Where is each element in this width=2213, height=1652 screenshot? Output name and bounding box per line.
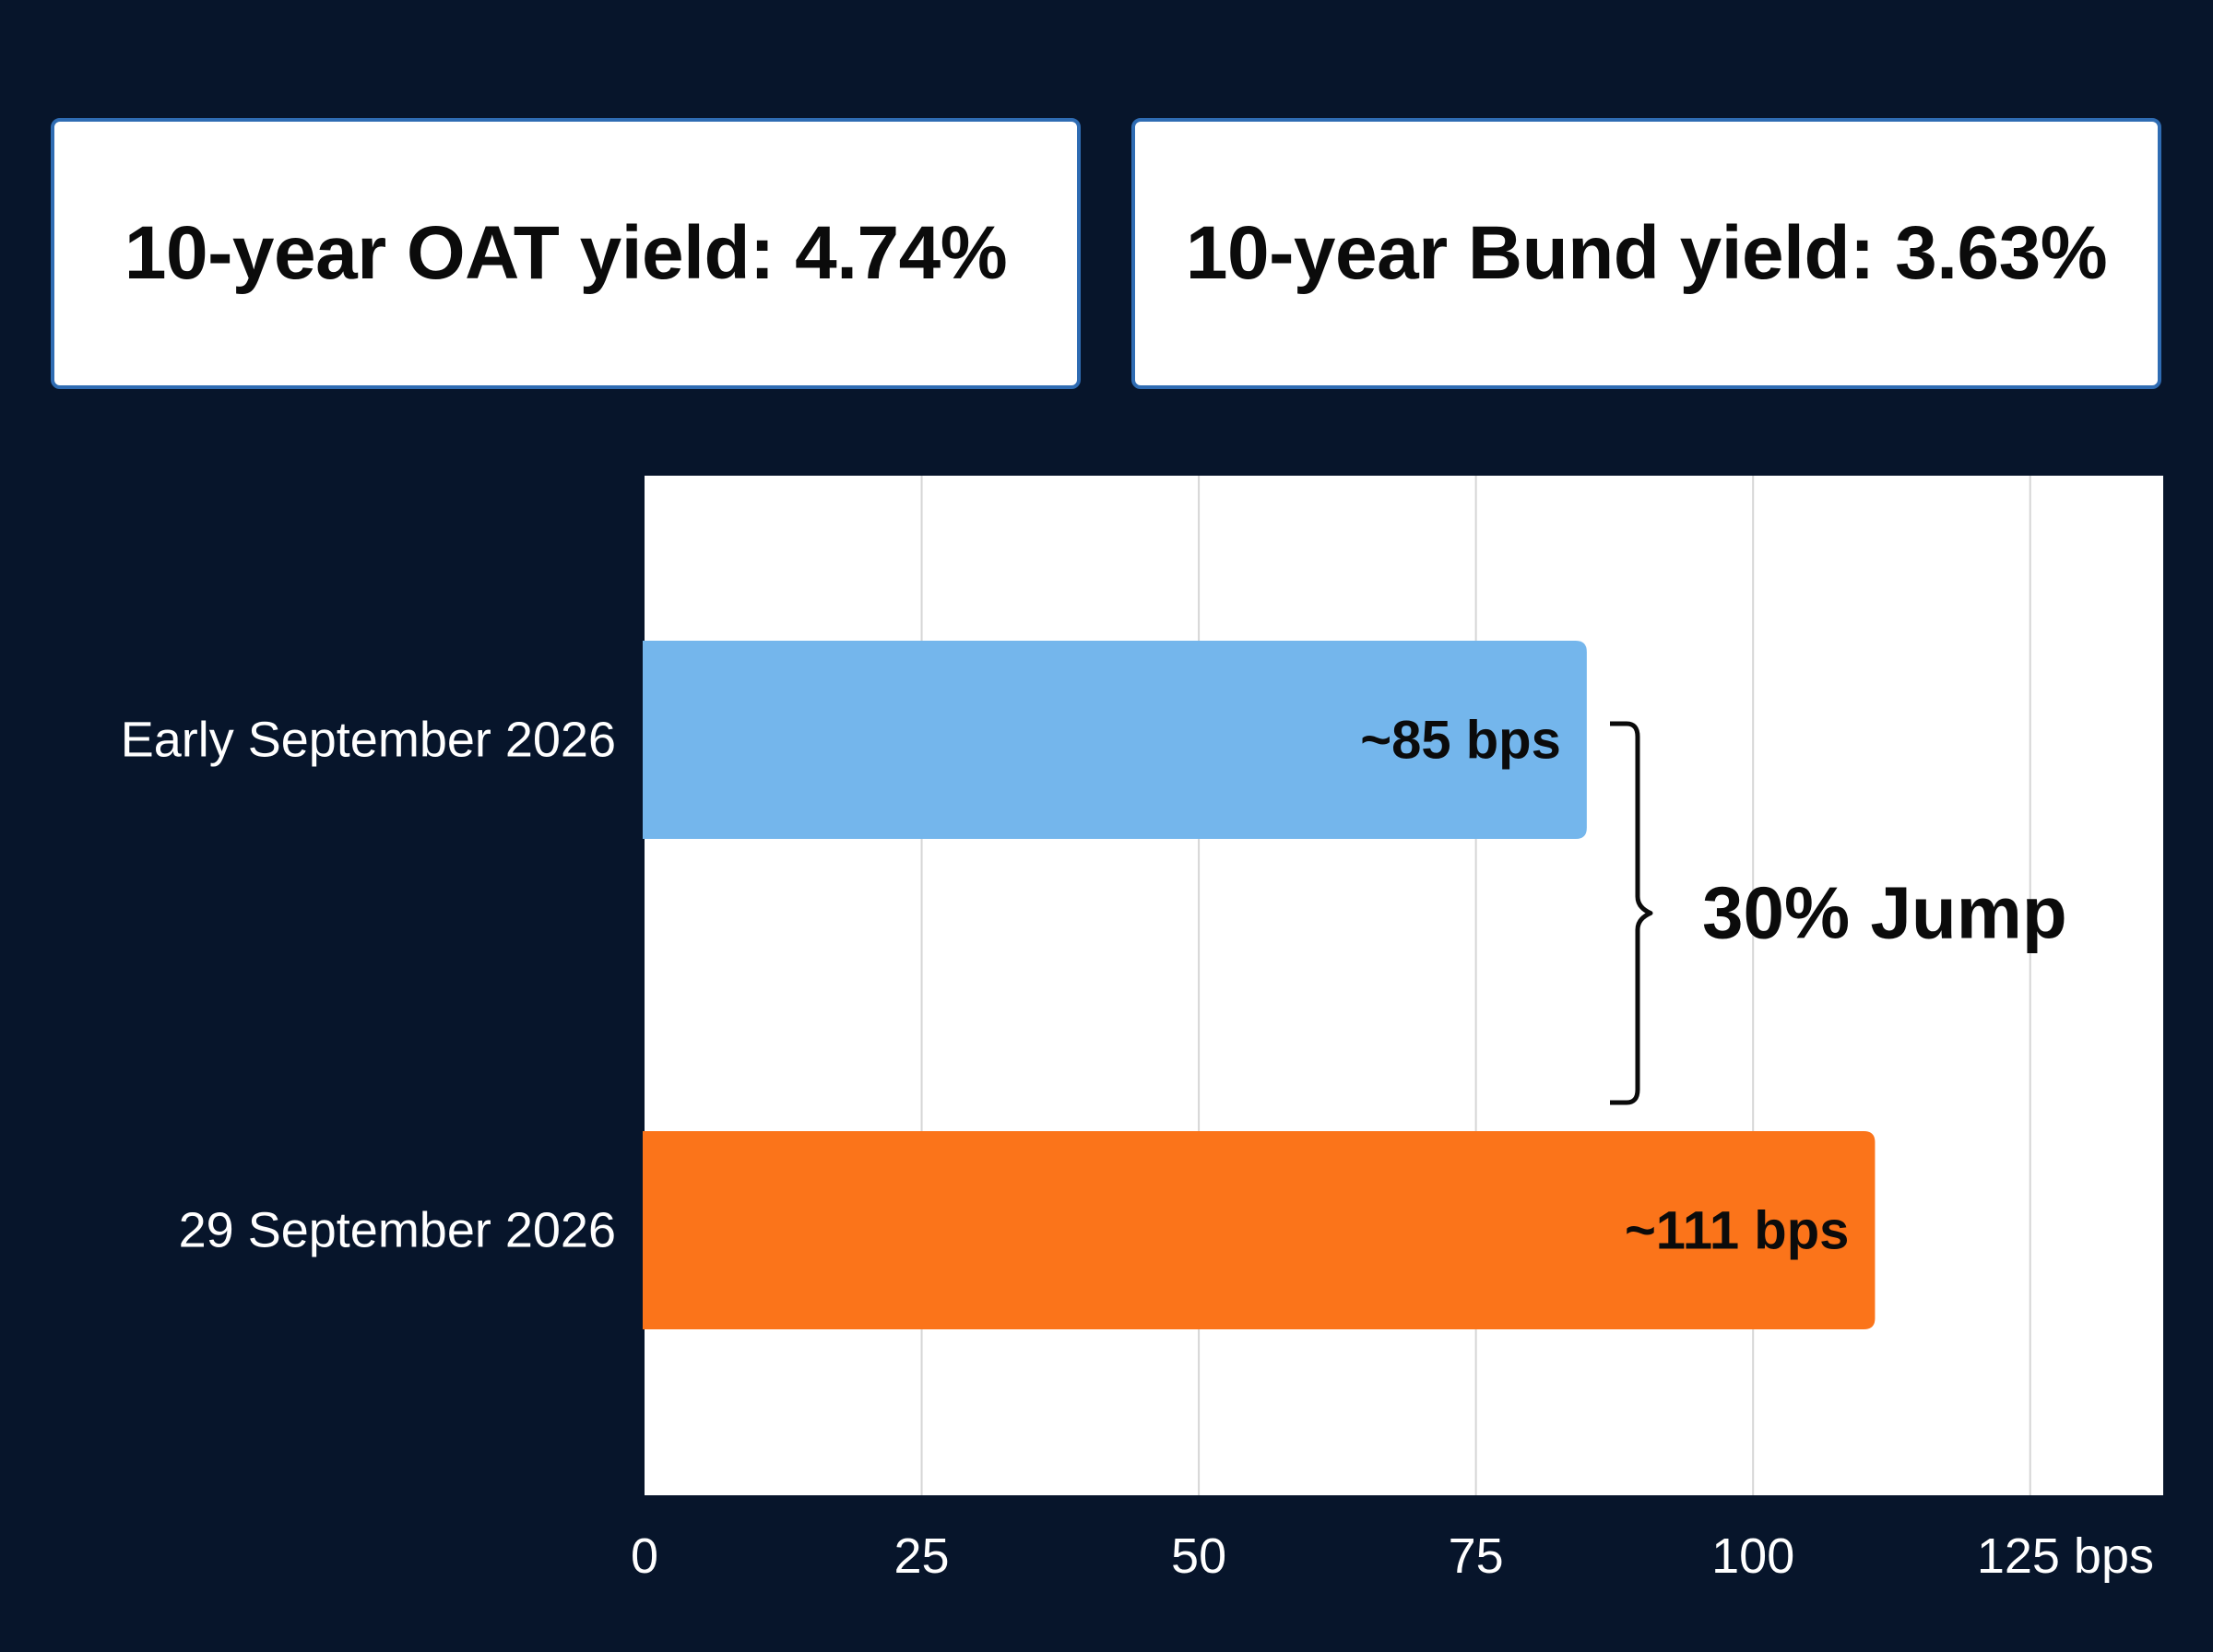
category-labels: Early September 2026 29 September 2026 bbox=[121, 713, 616, 1258]
x-tick-label-5: 125 bps bbox=[1977, 1528, 2154, 1584]
plot-area bbox=[645, 476, 2163, 1495]
x-tick-label-0: 0 bbox=[631, 1528, 658, 1584]
oat-yield-text: 10-year OAT yield: 4.74% bbox=[124, 211, 1008, 295]
bar-value-label-0: ~85 bps bbox=[1360, 711, 1561, 771]
oat-yield-card: 10-year OAT yield: 4.74% bbox=[51, 118, 1081, 389]
x-tick-label-4: 100 bbox=[1711, 1528, 1794, 1584]
x-tick-label-1: 25 bbox=[894, 1528, 950, 1584]
jump-bracket: 30% Jump bbox=[1610, 721, 2067, 1105]
bar-0 bbox=[643, 641, 1587, 839]
bar-value-label-1: ~111 bps bbox=[1625, 1201, 1849, 1261]
category-label-1: 29 September 2026 bbox=[179, 1203, 616, 1258]
bund-yield-text: 10-year Bund yield: 3.63% bbox=[1185, 211, 2108, 295]
bund-yield-card: 10-year Bund yield: 3.63% bbox=[1131, 118, 2161, 389]
x-tick-label-2: 50 bbox=[1171, 1528, 1226, 1584]
x-tick-labels: 0 25 50 75 100 125 bps bbox=[631, 1528, 2154, 1584]
bars: ~85 bps ~111 bps bbox=[643, 641, 1876, 1329]
jump-annotation: 30% Jump bbox=[1702, 872, 2067, 954]
bar-1 bbox=[643, 1131, 1876, 1329]
bracket-shape bbox=[1610, 721, 1653, 1105]
x-tick-label-3: 75 bbox=[1449, 1528, 1504, 1584]
category-label-0: Early September 2026 bbox=[121, 713, 616, 768]
